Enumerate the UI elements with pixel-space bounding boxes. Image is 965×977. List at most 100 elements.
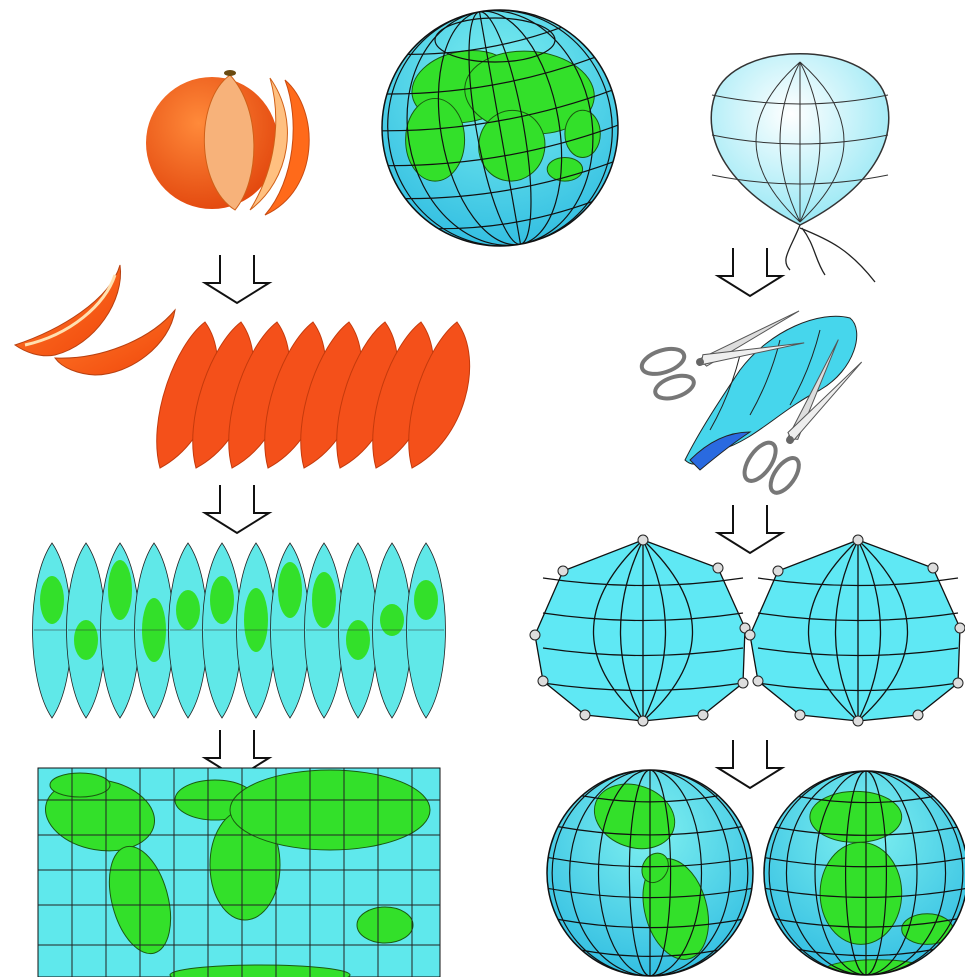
parallel	[774, 918, 958, 928]
arrow-shape	[201, 255, 273, 305]
parallel	[388, 124, 618, 167]
land	[414, 580, 438, 620]
handle	[742, 440, 778, 483]
land	[176, 590, 200, 630]
string	[785, 224, 876, 283]
arrow-shape	[714, 505, 786, 555]
gore	[66, 542, 106, 719]
parallel	[798, 795, 934, 804]
polar-cap	[434, 17, 556, 63]
balloon-parallel	[711, 134, 889, 145]
pin	[912, 709, 924, 721]
land	[210, 576, 234, 624]
meridian	[844, 771, 887, 975]
balloon-meridian	[799, 61, 821, 223]
land	[278, 562, 302, 618]
pivot	[786, 436, 794, 445]
orange-segments	[156, 321, 471, 469]
lobe-parallel	[757, 612, 959, 622]
scissors	[742, 339, 863, 495]
lobe-meridian	[834, 539, 859, 722]
pivot	[696, 358, 704, 366]
parallel	[765, 857, 965, 868]
lobe-meridian	[642, 539, 667, 722]
pin	[954, 622, 965, 634]
meridian	[597, 770, 703, 976]
pin	[794, 709, 806, 721]
stem	[224, 70, 236, 76]
orange-slice	[203, 74, 255, 211]
gore	[32, 542, 72, 719]
orange-peel	[249, 77, 288, 211]
drawing	[13, 9, 965, 977]
balloon-meridian	[799, 61, 845, 223]
peel	[13, 264, 122, 357]
parallel	[557, 918, 743, 929]
parallel	[581, 795, 719, 803]
arrow	[201, 255, 273, 305]
pin	[752, 675, 764, 687]
gore	[304, 542, 344, 719]
scissors	[639, 310, 805, 401]
gore	[236, 542, 276, 719]
land	[244, 588, 268, 652]
pin	[637, 534, 649, 546]
parallel	[407, 26, 562, 55]
continent	[229, 769, 431, 851]
globe-content	[548, 770, 752, 976]
outline	[381, 9, 619, 247]
lobe-meridian	[857, 539, 882, 722]
land	[346, 620, 370, 660]
graticule	[548, 770, 752, 976]
land	[641, 852, 669, 884]
gore-shape	[32, 542, 72, 719]
segment	[408, 321, 471, 469]
graticule	[765, 771, 965, 975]
parallel	[382, 89, 613, 132]
lobe-meridian	[857, 539, 909, 722]
pin	[744, 629, 756, 641]
cut-balloon	[639, 310, 863, 495]
pin	[697, 709, 709, 721]
gore	[406, 542, 446, 719]
parallel	[548, 887, 752, 899]
balloon-meridian	[755, 61, 801, 223]
land	[74, 620, 98, 660]
parallel	[405, 161, 614, 200]
parallel	[774, 826, 958, 836]
gore	[168, 542, 208, 719]
land	[312, 572, 336, 628]
land	[380, 604, 404, 636]
balloon-meridian	[779, 61, 801, 223]
fold	[709, 354, 741, 431]
gore-shape	[304, 542, 344, 719]
lobe-meridian	[642, 539, 694, 722]
globe-content	[382, 10, 618, 246]
parallel	[798, 948, 934, 957]
continent	[169, 964, 351, 977]
pin	[712, 562, 724, 574]
lobe-meridian	[619, 539, 644, 722]
arrow-shape	[714, 740, 786, 790]
gores	[32, 542, 446, 719]
arrow	[714, 740, 786, 790]
parallel	[438, 201, 593, 230]
meridian	[785, 771, 947, 975]
lobe-right	[744, 534, 965, 727]
balloon-parallel	[711, 174, 889, 185]
arctic-circle	[434, 17, 556, 63]
western-hemisphere	[546, 769, 754, 977]
land	[564, 109, 601, 158]
pin	[927, 562, 939, 574]
orange	[146, 70, 310, 216]
pin	[537, 675, 549, 687]
meridian	[814, 771, 918, 975]
parallel	[548, 856, 752, 868]
eastern-hemisphere	[763, 770, 965, 976]
pin	[772, 565, 784, 577]
parallel	[765, 887, 965, 898]
pin	[952, 677, 964, 689]
lobe-parallel	[542, 682, 744, 692]
lobe-parallel	[757, 682, 959, 692]
